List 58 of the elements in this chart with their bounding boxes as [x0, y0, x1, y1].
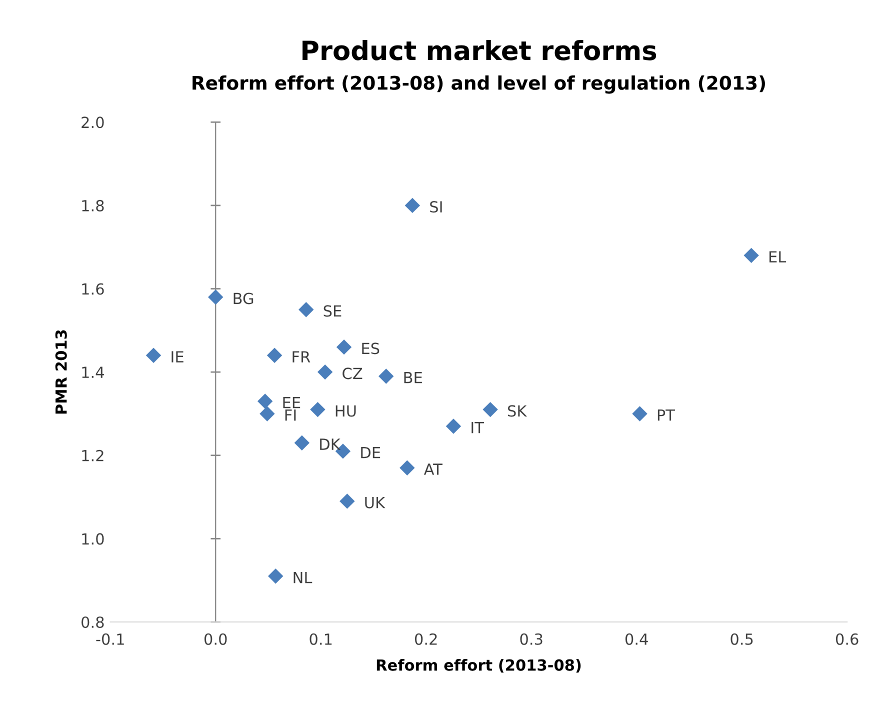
x-tick-label: 0.1: [310, 633, 332, 645]
point: [482, 402, 498, 418]
x-tick-label: 0.3: [520, 633, 542, 645]
y-axis-title: PMR 2013: [55, 330, 67, 414]
annotation: UK: [365, 496, 386, 508]
annotation: BE: [404, 372, 422, 384]
point: [632, 406, 648, 422]
annotation: ES: [362, 342, 380, 354]
point: [266, 348, 282, 364]
x-tick-label: 0.0: [204, 633, 227, 645]
x-tick-label: 0.5: [730, 633, 753, 645]
point: [257, 394, 273, 409]
point: [744, 248, 759, 264]
y-tick-label: 1.4: [82, 366, 104, 378]
x-tick-label: 0.4: [625, 633, 648, 645]
point: [146, 348, 162, 364]
annotation: NL: [294, 572, 312, 584]
chart-title: Product market reforms: [302, 40, 656, 60]
point: [446, 418, 462, 434]
point: [336, 339, 352, 355]
point: [340, 494, 355, 509]
x-axis-title: Reform effort (2013-08): [376, 658, 581, 673]
point: [294, 435, 310, 450]
annotation: SE: [324, 305, 342, 317]
point: [404, 198, 420, 214]
annotation: HU: [336, 405, 356, 417]
y-tick-label: 1.6: [82, 283, 104, 295]
annotation: DE: [361, 447, 380, 458]
annotation: IE: [172, 351, 184, 362]
annotation: FR: [292, 351, 310, 362]
annotation: IT: [472, 422, 484, 434]
x-tick-label: 0.2: [414, 633, 437, 645]
x-tick-label: -0.1: [96, 633, 124, 645]
annotation: SI: [430, 201, 442, 213]
annotation: EL: [769, 251, 786, 262]
y-tick-label: 2.0: [82, 116, 104, 128]
point: [317, 364, 333, 380]
x-tick-label: 0.6: [836, 633, 858, 645]
y-tick-label: 1.2: [82, 450, 104, 462]
annotation: PT: [658, 410, 676, 421]
point: [268, 568, 284, 584]
annotation: AT: [424, 464, 442, 475]
annotation: EE: [283, 397, 300, 408]
point: [378, 368, 394, 384]
annotation: FI: [285, 410, 296, 421]
point: [208, 289, 224, 305]
annotation: DK: [320, 438, 341, 450]
y-tick-label: 0.8: [82, 616, 104, 628]
point: [310, 402, 326, 418]
annotation: SK: [508, 405, 528, 417]
chart-subtitle: Reform effort (2013-08) and level of regulation (2013): [192, 75, 765, 94]
y-tick-label: 1.0: [82, 533, 104, 545]
point: [260, 406, 275, 422]
y-tick-label: 1.8: [82, 200, 104, 212]
annotation: CZ: [342, 368, 362, 380]
annotation: BG: [234, 292, 254, 304]
point: [298, 302, 314, 318]
point: [400, 460, 415, 476]
